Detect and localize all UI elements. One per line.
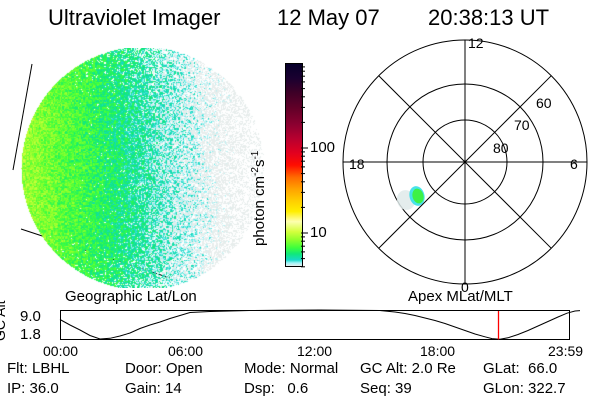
svg-text:60: 60 [536, 95, 552, 111]
svg-text:12: 12 [468, 35, 484, 51]
svg-text:0: 0 [461, 279, 469, 295]
svg-text:6: 6 [570, 156, 578, 172]
svg-text:80: 80 [493, 140, 509, 156]
svg-text:70: 70 [514, 117, 530, 133]
svg-text:18: 18 [349, 156, 365, 172]
